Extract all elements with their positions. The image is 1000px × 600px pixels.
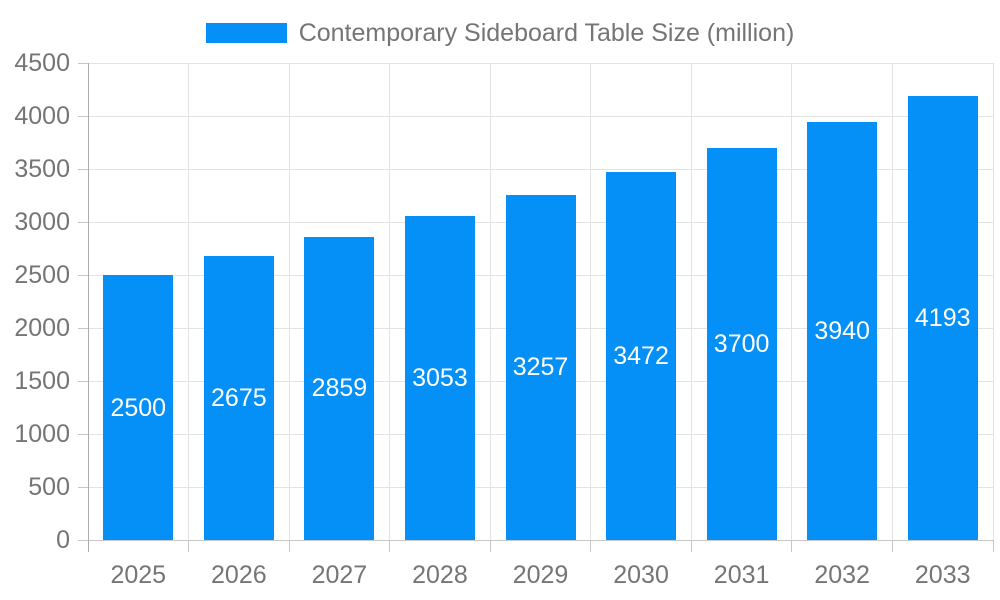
x-tick [891, 540, 893, 552]
legend-item[interactable]: Contemporary Sideboard Table Size (milli… [0, 16, 1000, 50]
v-gridline [489, 63, 491, 540]
y-tick [78, 221, 88, 223]
v-gridline [891, 63, 893, 540]
y-axis-label: 500 [28, 473, 70, 501]
y-axis-label: 1000 [14, 420, 70, 448]
v-gridline [590, 63, 592, 540]
h-gridline [88, 62, 993, 64]
v-gridline [791, 63, 793, 540]
x-axis-label: 2032 [814, 561, 870, 589]
bar-value-label: 2859 [311, 374, 368, 403]
x-axis-label: 2027 [311, 561, 368, 589]
x-axis-label: 2033 [914, 561, 971, 589]
x-axis-label: 2026 [211, 561, 267, 589]
y-axis-label: 3000 [14, 208, 70, 236]
v-gridline [389, 63, 391, 540]
v-gridline [288, 63, 290, 540]
bar-value-label: 3700 [713, 329, 770, 358]
bar-value-label: 4193 [914, 303, 971, 332]
bar-value-label: 3472 [613, 341, 669, 370]
h-gridline [88, 168, 993, 170]
x-axis-label: 2025 [110, 561, 167, 589]
bar-value-label: 2500 [110, 393, 167, 422]
x-axis-label: 2029 [512, 561, 569, 589]
bar-2030[interactable] [606, 171, 677, 540]
bar-2027[interactable] [304, 236, 375, 540]
bar-value-label: 3053 [412, 364, 468, 393]
y-tick [78, 168, 88, 170]
bar-2025[interactable] [103, 275, 174, 540]
y-tick [78, 62, 88, 64]
x-axis-label: 2030 [613, 561, 669, 589]
y-tick [78, 539, 88, 541]
y-tick [78, 274, 88, 276]
y-tick [78, 115, 88, 117]
x-tick [188, 540, 190, 552]
y-axis-line [87, 63, 89, 552]
bar-2031[interactable] [706, 147, 777, 540]
y-axis-label: 2500 [14, 261, 70, 289]
y-tick [78, 433, 88, 435]
legend-label: Contemporary Sideboard Table Size (milli… [298, 18, 795, 47]
x-tick [791, 540, 793, 552]
legend-swatch [205, 23, 287, 43]
x-tick [590, 540, 592, 552]
x-tick [489, 540, 491, 552]
x-tick [288, 540, 290, 552]
bar-value-label: 3257 [512, 353, 569, 382]
y-tick [78, 486, 88, 488]
h-gridline [88, 539, 993, 541]
y-axis-label: 1500 [14, 367, 70, 395]
y-tick [78, 380, 88, 382]
y-axis-label: 4000 [14, 102, 70, 130]
y-axis-label: 4500 [14, 49, 70, 77]
v-gridline [992, 63, 994, 540]
y-axis-label: 0 [56, 526, 70, 554]
x-tick [690, 540, 692, 552]
y-axis-label: 2000 [14, 314, 70, 342]
bar-2028[interactable] [404, 216, 475, 540]
bar-2029[interactable] [505, 194, 576, 540]
bar-value-label: 3940 [814, 317, 870, 346]
bar-value-label: 2675 [211, 384, 267, 413]
v-gridline [188, 63, 190, 540]
y-axis-label: 3500 [14, 155, 70, 183]
bar-2032[interactable] [807, 122, 878, 540]
bar-2033[interactable] [907, 95, 978, 540]
y-tick [78, 327, 88, 329]
h-gridline [88, 115, 993, 117]
bar-2026[interactable] [203, 256, 274, 540]
x-axis-label: 2028 [412, 561, 468, 589]
v-gridline [690, 63, 692, 540]
x-axis-label: 2031 [713, 561, 770, 589]
x-tick [992, 540, 994, 552]
x-tick [389, 540, 391, 552]
